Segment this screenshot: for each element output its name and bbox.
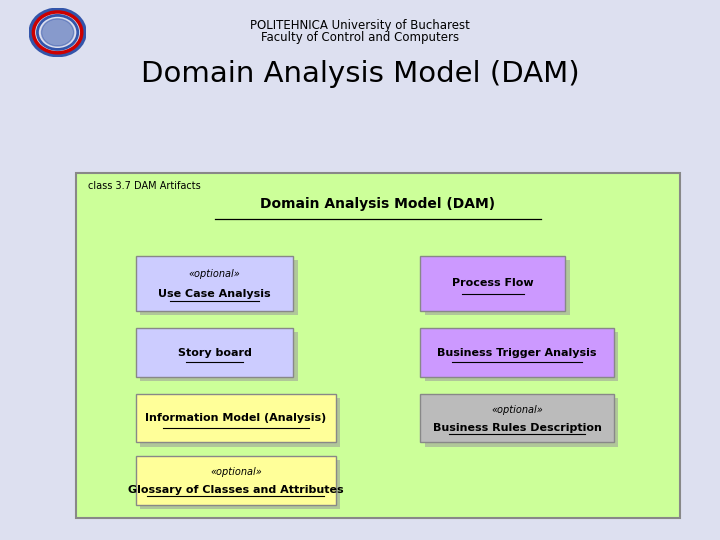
Text: «optional»: «optional» [491, 405, 543, 415]
FancyBboxPatch shape [140, 260, 297, 315]
Circle shape [42, 19, 73, 46]
Text: Business Trigger Analysis: Business Trigger Analysis [437, 348, 597, 357]
Text: POLITEHNICA University of Bucharest: POLITEHNICA University of Bucharest [250, 19, 470, 32]
FancyBboxPatch shape [136, 328, 293, 377]
FancyBboxPatch shape [136, 256, 293, 311]
Text: «optional»: «optional» [189, 269, 240, 279]
FancyBboxPatch shape [420, 328, 614, 377]
FancyBboxPatch shape [425, 333, 618, 381]
FancyBboxPatch shape [76, 173, 680, 518]
FancyBboxPatch shape [140, 333, 297, 381]
Text: class 3.7 DAM Artifacts: class 3.7 DAM Artifacts [88, 181, 200, 192]
FancyBboxPatch shape [140, 398, 340, 447]
Text: Information Model (Analysis): Information Model (Analysis) [145, 413, 326, 423]
Text: Business Rules Description: Business Rules Description [433, 423, 601, 433]
Text: Process Flow: Process Flow [452, 279, 534, 288]
Text: Domain Analysis Model (DAM): Domain Analysis Model (DAM) [140, 60, 580, 89]
Text: Story board: Story board [178, 348, 252, 357]
Text: Use Case Analysis: Use Case Analysis [158, 289, 271, 300]
FancyBboxPatch shape [425, 398, 618, 447]
FancyBboxPatch shape [420, 256, 565, 311]
Text: Glossary of Classes and Attributes: Glossary of Classes and Attributes [128, 485, 343, 495]
Text: Domain Analysis Model (DAM): Domain Analysis Model (DAM) [261, 197, 495, 211]
FancyBboxPatch shape [425, 260, 570, 315]
FancyBboxPatch shape [136, 456, 336, 504]
FancyBboxPatch shape [140, 460, 340, 509]
Text: «optional»: «optional» [210, 467, 262, 477]
Text: Faculty of Control and Computers: Faculty of Control and Computers [261, 31, 459, 44]
FancyBboxPatch shape [420, 394, 614, 442]
FancyBboxPatch shape [136, 394, 336, 442]
